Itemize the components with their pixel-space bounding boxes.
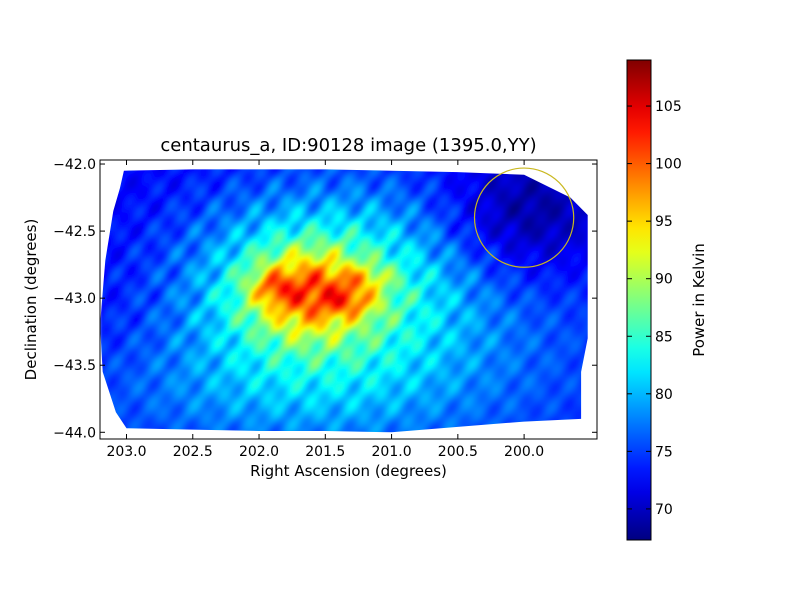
x-tick-label: 201.0 [372, 444, 412, 460]
plot-frame [99, 159, 598, 440]
colorbar-label: Power in Kelvin [690, 243, 708, 357]
colorbar-tick-label: 85 [655, 329, 673, 345]
chart-title: centaurus_a, ID:90128 image (1395.0,YY) [160, 135, 536, 156]
x-tick-label: 202.5 [173, 444, 213, 460]
x-tick-label: 202.0 [239, 444, 279, 460]
colorbar-gradient [627, 60, 651, 540]
x-tick-label: 201.5 [305, 444, 345, 460]
colorbar-tick-label: 90 [655, 272, 673, 288]
x-tick-label: 200.0 [504, 444, 544, 460]
colorbar-tick-label: 75 [655, 444, 673, 460]
annotation-circle [473, 167, 575, 268]
y-axis-label: Declination (degrees) [22, 219, 40, 381]
x-axis: 203.0 202.5 202.0 201.5 201.0 200.5 200.0 [106, 160, 544, 460]
colorbar-tick-label: 105 [655, 99, 682, 115]
colorbar: 70 75 80 85 90 95 100 105 Power in Kelvin [626, 59, 708, 541]
colorbar-tick-label: 95 [655, 214, 673, 230]
x-axis-label: Right Ascension (degrees) [250, 462, 447, 480]
y-tick-label: −44.0 [53, 425, 96, 441]
colorbar-tick-label: 70 [655, 502, 673, 518]
colorbar-ticks: 70 75 80 85 90 95 100 105 [627, 99, 682, 518]
heatmap-image [100, 169, 588, 433]
y-axis: −42.0 −42.5 −43.0 −43.5 −44.0 [53, 157, 597, 441]
y-tick-label: −43.0 [53, 291, 96, 307]
colorbar-frame [626, 59, 652, 541]
x-tick-label: 200.5 [438, 444, 478, 460]
y-tick-label: −43.5 [53, 358, 96, 374]
colorbar-tick-label: 100 [655, 157, 682, 173]
plot-area [100, 167, 588, 433]
x-tick-label: 203.0 [106, 444, 146, 460]
colorbar-tick-label: 80 [655, 387, 673, 403]
y-tick-label: −42.0 [53, 157, 96, 173]
y-tick-label: −42.5 [53, 224, 96, 240]
